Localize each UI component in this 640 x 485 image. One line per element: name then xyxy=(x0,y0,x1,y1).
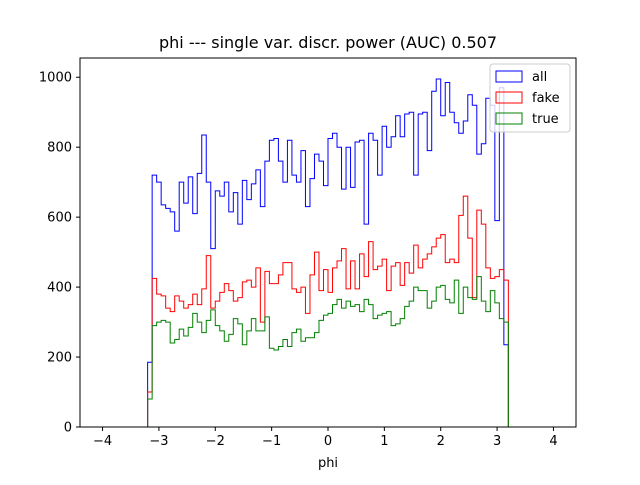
legend-label-all: all xyxy=(532,70,547,85)
y-tick-label: 0 xyxy=(64,421,72,436)
x-tick-label: 3 xyxy=(493,434,501,449)
x-tick-label: −1 xyxy=(262,434,281,449)
series-true-line xyxy=(102,276,554,428)
legend-box xyxy=(489,63,571,133)
y-tick-label: 200 xyxy=(47,351,72,366)
x-tick-label: 0 xyxy=(324,434,332,449)
x-tick-label: −3 xyxy=(149,434,168,449)
y-tick-label: 400 xyxy=(47,281,72,296)
legend-label-fake: fake xyxy=(532,91,560,106)
series-all-line xyxy=(102,78,554,428)
x-tick-label: 4 xyxy=(549,434,557,449)
legend-label-true: true xyxy=(532,112,559,127)
legend-swatch-true xyxy=(495,112,523,125)
y-tick-label: 1000 xyxy=(39,71,72,86)
x-axis-title: phi xyxy=(318,456,338,471)
legend-swatch-all xyxy=(495,70,523,83)
y-tick-label: 800 xyxy=(47,141,72,156)
y-tick-label: 600 xyxy=(47,211,72,226)
x-tick-label: −2 xyxy=(206,434,225,449)
x-tick-label: −4 xyxy=(93,434,112,449)
series-fake-line xyxy=(102,195,554,428)
x-tick-label: 2 xyxy=(437,434,445,449)
chart-title: phi --- single var. discr. power (AUC) 0… xyxy=(159,33,497,52)
x-tick-label: 1 xyxy=(380,434,388,449)
legend-swatch-fake xyxy=(495,91,523,104)
